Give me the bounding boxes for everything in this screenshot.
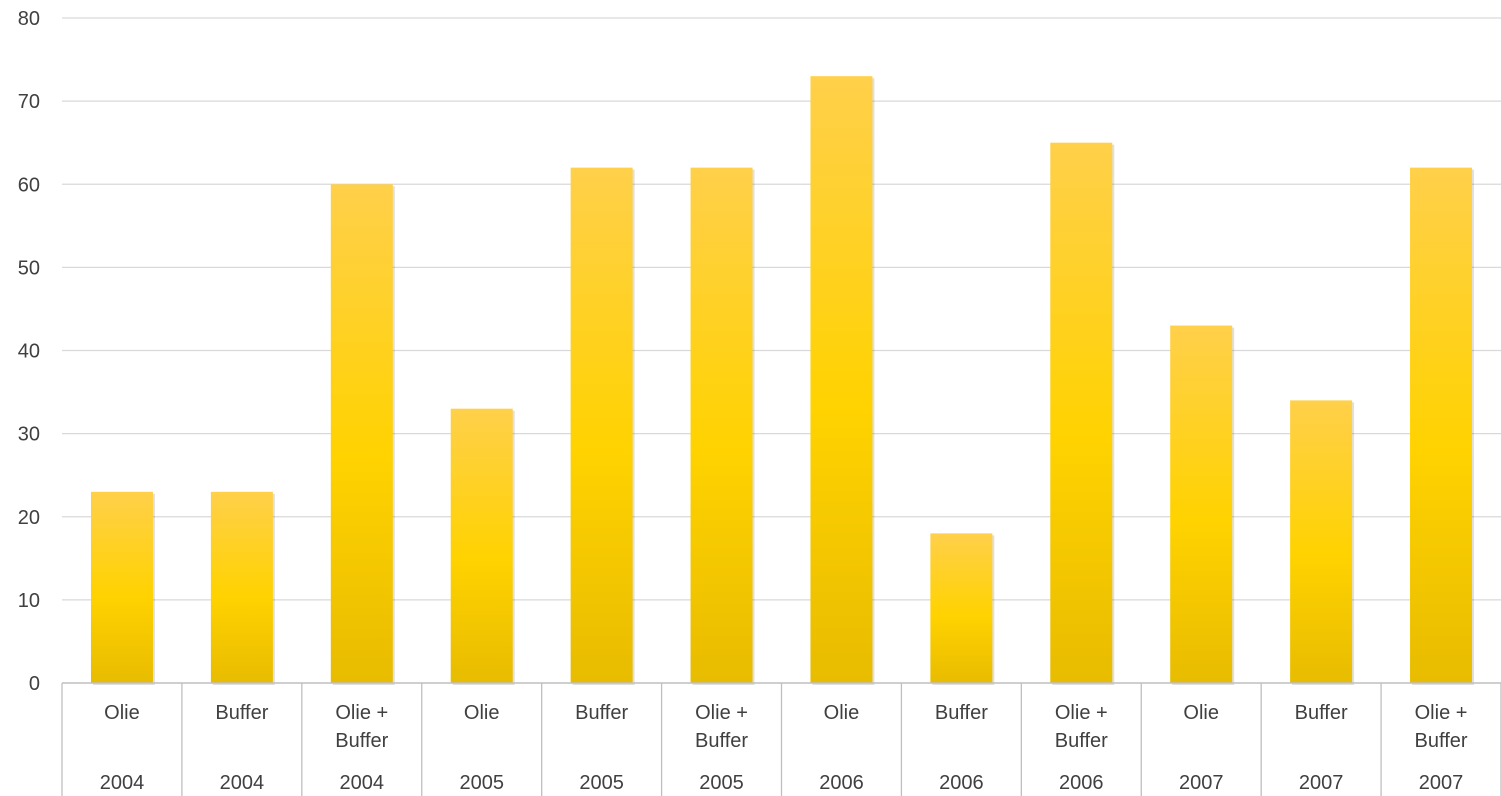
bar-group [210,491,275,685]
x-tick-label: Buffer [1295,702,1348,724]
bar-group [330,184,395,685]
x-tick-label: Olie [1183,702,1219,724]
bar [1050,142,1113,683]
bar-group [690,167,755,685]
bar [1170,325,1233,683]
y-tick-label: 60 [18,174,40,196]
y-tick-label: 10 [18,590,40,612]
bar-group [1410,167,1475,685]
x-tick-label: Olie + [335,702,388,724]
x-tick-label: Olie [464,702,500,724]
bar [1410,167,1473,683]
y-tick-label: 50 [18,257,40,279]
x-year-label: 2004 [220,772,265,794]
x-axis: Olie 2004 Buffer 2004 Olie + Buffer 2004 Olie 20… [61,682,1501,796]
bar-group [930,533,995,685]
bar-group [810,76,875,685]
bar [450,408,513,683]
bar-group [1050,142,1115,685]
x-tick-label: Buffer [935,702,988,724]
bar-group [90,491,155,685]
x-tick-label: Olie [104,702,140,724]
x-tick-label: Buffer [1415,730,1468,752]
bar-group [1170,325,1235,685]
x-year-label: 2004 [340,772,385,794]
x-tick-label: Buffer [215,702,268,724]
bar [1290,400,1353,683]
x-year-label: 2006 [819,772,864,794]
x-tick-label: Olie [824,702,860,724]
bar [330,184,393,683]
bar [690,167,753,683]
y-tick-label: 20 [18,507,40,529]
x-tick-label: Buffer [335,730,388,752]
x-year-label: 2007 [1179,772,1224,794]
bar-group [570,167,635,685]
bar [810,76,873,683]
x-tick-label: Buffer [575,702,628,724]
bar-group [1290,400,1355,685]
x-year-label: 2005 [699,772,744,794]
x-year-label: 2004 [100,772,145,794]
bar [90,491,153,683]
x-year-label: 2007 [1419,772,1464,794]
bars [90,76,1475,685]
gridlines [62,17,1501,601]
x-tick-label: Olie + [695,702,748,724]
bar [570,167,633,683]
y-tick-label: 70 [18,91,40,113]
y-tick-label: 80 [18,8,40,30]
bar [210,491,273,683]
bar-group [450,408,515,685]
x-tick-label: Olie + [1415,702,1468,724]
y-axis-tick-labels: 0 10 20 30 40 50 60 70 80 [18,8,40,695]
x-tick-label: Olie + [1055,702,1108,724]
x-year-label: 2005 [459,772,504,794]
x-tick-label: Buffer [695,730,748,752]
y-tick-label: 40 [18,341,40,363]
x-year-label: 2005 [579,772,624,794]
y-tick-label: 0 [29,673,40,695]
x-year-label: 2007 [1299,772,1344,794]
x-year-label: 2006 [939,772,984,794]
x-tick-label: Buffer [1055,730,1108,752]
bar [930,533,993,683]
y-tick-label: 30 [18,424,40,446]
x-year-label: 2006 [1059,772,1104,794]
